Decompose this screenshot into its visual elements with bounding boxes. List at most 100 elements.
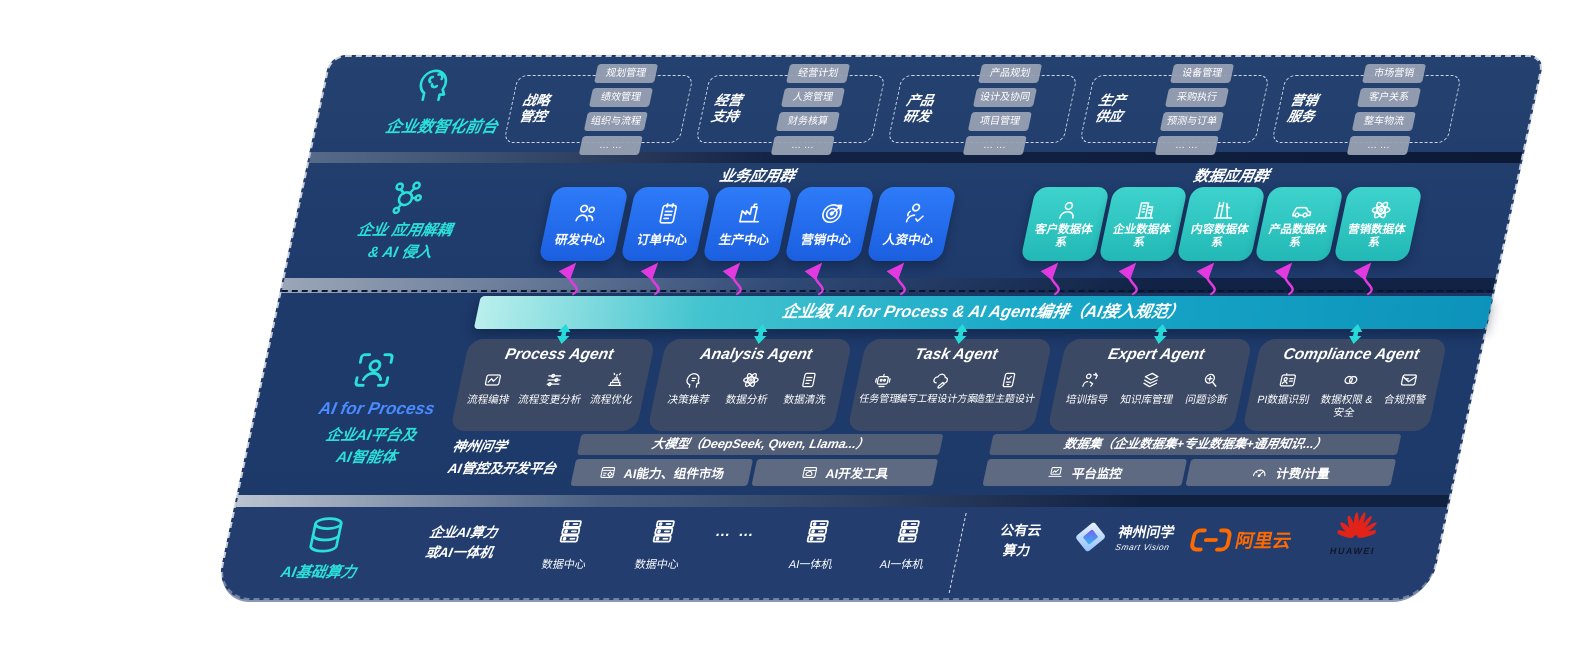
orchestration-bar: 企业级 AI for Process & AI Agent编排（AI接入规范） (473, 296, 1493, 329)
agent-item-label: 任务管理 (857, 394, 901, 405)
tile-label: 订单中心 (635, 233, 689, 247)
tile-label: 研发中心 (553, 233, 607, 247)
database-icon (299, 513, 352, 557)
knowledge-layers-icon (1139, 370, 1163, 390)
tile-product-data: 产品数据体系 (1254, 187, 1344, 261)
optimize-icon (603, 370, 627, 390)
clipboard-icon (652, 200, 684, 226)
domain-group-operation: 经营支持 经营计划 人资管理 财务核算 … … (695, 63, 886, 155)
agent-box-process: Process Agent 流程编排 流程变更分析 流程优化 (450, 339, 656, 431)
data-apps-title: 数据应用群 (1191, 168, 1271, 185)
agent-item-label: 编写工程设计方案 (895, 394, 979, 405)
tablet-design-icon (997, 370, 1021, 390)
tile-content-data: 内容数据体系 (1176, 187, 1266, 261)
books-icon (1210, 198, 1239, 222)
capability-chip: 人资管理 (781, 87, 846, 107)
agent-box-task: Task Agent 任务管理 编写工程设计方案 造型主题设计 (847, 339, 1053, 431)
capability-chip: 绩效管理 (589, 87, 654, 107)
tile-production-center: 生产中心 (702, 187, 793, 261)
huawei-name: HUAWEI (1329, 546, 1377, 556)
dataset-bar: 数据集（企业数据集+专业数据集+通用知识...） (988, 434, 1402, 455)
aliyun-logo: 阿里云 (1188, 527, 1294, 553)
server-icon (647, 517, 681, 545)
agent-item-label: 知识库管理 (1119, 394, 1175, 406)
ai-platform-label-line1: 企业AI平台及 (324, 427, 418, 444)
aliyun-bracket-icon (1190, 528, 1232, 552)
data-clean-icon (797, 370, 821, 390)
capability-chip: 产品规划 (978, 63, 1043, 83)
capability-chip: … … (1346, 135, 1411, 155)
factory-icon (734, 200, 766, 226)
window-cloud-icon (799, 464, 820, 481)
cell-label: AI开发工具 (824, 467, 890, 481)
capability-chip: 采购执行 (1165, 87, 1230, 107)
capability-chip: 市场营销 (1362, 63, 1427, 83)
capability-chip: 设计及协同 (973, 87, 1038, 107)
domain-group-name: 生产供应 (1093, 92, 1128, 124)
workflow-icon (480, 370, 504, 390)
building-icon (1132, 198, 1161, 222)
domain-group-name: 经营支持 (709, 92, 744, 124)
target-icon (816, 200, 848, 226)
orchestration-dashed-line (281, 290, 1494, 292)
server-icon (554, 517, 588, 545)
car-icon (1288, 198, 1317, 222)
server-icon (801, 517, 835, 545)
tile-rd-center: 研发中心 (538, 187, 629, 261)
app-layer-label-line1: 企业 应用解耦 (355, 222, 454, 239)
domain-group-name: 战略管控 (517, 92, 552, 124)
capability-chip: 组织与流程 (583, 111, 648, 131)
atom-icon (1367, 198, 1396, 222)
person-icon (1054, 198, 1083, 222)
cell-label: 计费/计量 (1274, 467, 1332, 481)
agent-item-label: 流程变更分析 (516, 394, 583, 406)
cell-monitor: 平台监控 (982, 459, 1188, 486)
agent-item-label: 数据权限 & 安全 (1319, 394, 1374, 419)
capability-chip: … … (770, 135, 835, 155)
capability-chip: … … (962, 135, 1027, 155)
decision-head-icon (681, 370, 705, 390)
server-icon (892, 517, 926, 545)
agent-title: Process Agent (503, 346, 616, 363)
agent-item-label: 造型主题设计 (973, 394, 1036, 405)
cell-ai-market: AI能力、组件市场 (570, 459, 754, 486)
capability-chip: … … (1154, 135, 1219, 155)
agent-item-label: PI数据识别 (1256, 394, 1311, 406)
cell-billing: 计费/计量 (1185, 459, 1397, 486)
tile-label: 企业数据体系 (1111, 223, 1172, 249)
agent-title: Expert Agent (1106, 346, 1207, 363)
smartvision-logo: 神州问学 Smart Vision (1069, 519, 1178, 555)
domain-group-name: 营销服务 (1285, 92, 1320, 124)
capability-chip: 客户关系 (1357, 87, 1422, 107)
tile-order-center: 订单中心 (620, 187, 711, 261)
domain-group-product: 产品研发 产品规划 设计及协同 项目管理 … … (887, 63, 1078, 155)
brain-head-icon (409, 63, 460, 105)
agent-item-label: 流程编排 (465, 394, 511, 406)
cloud-edit-icon (929, 370, 953, 390)
smartvision-diamond-icon (1076, 522, 1105, 552)
training-icon (1079, 370, 1103, 390)
domain-group-supply: 生产供应 设备管理 采购执行 预测与订单 … … (1079, 63, 1270, 155)
gauge-icon (1250, 464, 1271, 481)
robot-icon (871, 370, 895, 390)
tile-marketing-center: 营销中心 (784, 187, 875, 261)
capability-chip: 项目管理 (967, 111, 1032, 131)
infra-label: AI基础算力 (279, 564, 358, 581)
capability-chip: … … (578, 135, 643, 155)
domain-group-name: 产品研发 (901, 92, 936, 124)
huawei-logo: HUAWEI (1316, 512, 1397, 556)
agent-item-label: 合规预警 (1382, 394, 1428, 406)
agent-box-compliance: Compliance Agent PI数据识别 数据权限 & 安全 合规预警 (1242, 339, 1448, 431)
tile-enterprise-data: 企业数据体系 (1098, 187, 1188, 261)
cell-label: 平台监控 (1070, 467, 1124, 481)
capability-chip: 财务核算 (775, 111, 840, 131)
platform-label-line1: 神州问学 (451, 439, 509, 454)
slab-edge-3 (235, 495, 1450, 507)
capability-chip: 规划管理 (594, 63, 659, 83)
capability-chip: 经营计划 (786, 63, 851, 83)
node-label: AI一体机 (878, 559, 925, 571)
agent-item-label: 数据分析 (724, 394, 769, 406)
public-cloud-label: 公有云 算力 (973, 521, 1065, 560)
atom-icon (739, 370, 763, 390)
